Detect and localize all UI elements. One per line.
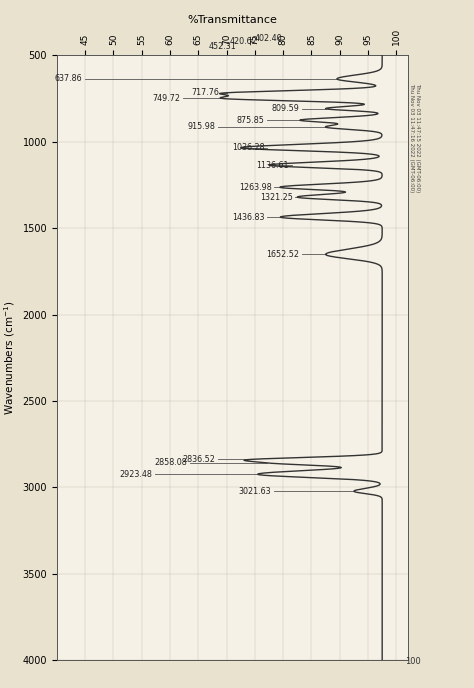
Text: 1321.25: 1321.25 (260, 193, 292, 202)
Text: 1036.28: 1036.28 (232, 143, 264, 152)
Y-axis label: Wavenumbers (cm$^{-1}$): Wavenumbers (cm$^{-1}$) (2, 301, 17, 415)
Text: Thu Nov 03 11:47:15 2022 (GMT-06:00)
Thu Nov 03 11:47:16 2022 (GMT-06:00): Thu Nov 03 11:47:15 2022 (GMT-06:00) Thu… (410, 83, 420, 192)
Text: 637.86: 637.86 (55, 74, 82, 83)
X-axis label: %Transmittance: %Transmittance (187, 14, 277, 25)
Text: 1136.61: 1136.61 (256, 161, 289, 170)
Text: 809.59: 809.59 (272, 104, 300, 113)
Text: 402.40: 402.40 (255, 34, 282, 43)
Text: 717.76: 717.76 (191, 88, 219, 97)
Text: 1436.83: 1436.83 (232, 213, 264, 222)
Text: 749.72: 749.72 (152, 94, 180, 103)
Text: 3021.63: 3021.63 (239, 486, 272, 496)
Text: 1652.52: 1652.52 (266, 250, 300, 259)
Text: 2858.08: 2858.08 (155, 458, 187, 467)
Text: 1263.98: 1263.98 (239, 183, 272, 192)
Text: 2923.48: 2923.48 (119, 470, 152, 479)
Text: 452.31: 452.31 (209, 42, 237, 52)
Text: 915.98: 915.98 (188, 122, 215, 131)
Text: 875.85: 875.85 (237, 116, 264, 125)
Text: 420.62: 420.62 (230, 37, 257, 46)
Text: 100: 100 (405, 657, 420, 666)
Text: 2836.52: 2836.52 (182, 455, 215, 464)
